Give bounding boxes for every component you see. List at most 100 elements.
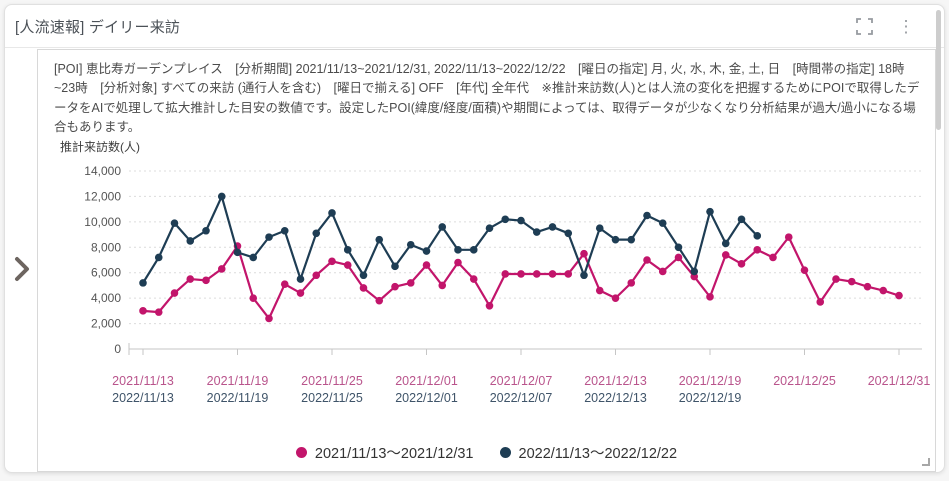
data-point [139, 307, 147, 315]
legend-dot-2022 [499, 447, 511, 458]
data-point [359, 271, 368, 280]
data-point [154, 253, 163, 262]
data-point [706, 293, 714, 301]
header-actions: ⋮ [854, 16, 934, 36]
data-point [611, 294, 620, 302]
svg-text:2021/12/01: 2021/12/01 [395, 374, 458, 388]
data-point [627, 279, 636, 287]
y-axis-tick-labels: 0 2,000 4,000 6,000 8,000 10,000 12,000 14,000 [84, 164, 121, 356]
svg-text:2022/11/13: 2022/11/13 [112, 391, 174, 405]
data-point [595, 224, 604, 233]
chart-legend: 2021/11/13〜2021/12/31 2022/11/13〜2022/12… [38, 442, 935, 463]
data-point [690, 267, 699, 276]
data-point [265, 314, 273, 323]
data-point [139, 279, 147, 287]
data-point [879, 286, 888, 295]
data-point [800, 266, 809, 274]
data-point [706, 207, 714, 216]
page-title: [人流速報] デイリー来訪 [15, 18, 181, 36]
svg-text:10,000: 10,000 [84, 215, 121, 229]
data-point [233, 248, 242, 257]
legend-item-2022[interactable]: 2022/11/13〜2022/12/22 [499, 442, 678, 463]
data-point [627, 235, 636, 244]
data-point [359, 284, 368, 292]
vertical-scrollbar[interactable] [936, 10, 941, 130]
data-point [202, 226, 210, 235]
more-options-button[interactable]: ⋮ [896, 16, 916, 36]
data-point [580, 271, 588, 280]
data-point [784, 233, 793, 241]
data-point [454, 246, 462, 254]
fullscreen-button[interactable] [854, 16, 874, 36]
svg-text:2021/12/13: 2021/12/13 [584, 374, 647, 388]
y-axis-title: 推計来訪数(人) [60, 140, 140, 154]
svg-text:14,000: 14,000 [84, 164, 121, 178]
chart-card: [POI] 恵比寿ガーデンプレイス [分析期間] 2021/11/13~2021… [37, 49, 936, 472]
data-point [312, 229, 321, 238]
svg-text:8,000: 8,000 [91, 240, 121, 254]
data-point [658, 267, 667, 276]
data-point [721, 239, 730, 248]
data-point [548, 270, 557, 278]
data-point [895, 291, 903, 300]
data-point [847, 277, 856, 286]
svg-text:2021/12/19: 2021/12/19 [679, 374, 742, 388]
resize-handle-icon[interactable] [922, 458, 930, 466]
data-point [674, 253, 683, 262]
data-point [501, 270, 510, 278]
data-point [375, 296, 384, 305]
data-point [532, 228, 541, 236]
data-point [296, 289, 305, 297]
chevron-right-icon [15, 257, 29, 281]
fullscreen-icon [855, 17, 873, 35]
x-axis [128, 343, 922, 355]
data-point [658, 219, 667, 227]
data-point [249, 253, 258, 262]
data-point [832, 275, 840, 283]
data-point [611, 235, 620, 244]
data-point [422, 247, 431, 255]
data-point [753, 246, 762, 254]
svg-text:2021/11/19: 2021/11/19 [207, 374, 269, 388]
data-point [454, 258, 462, 267]
data-point [564, 229, 573, 238]
svg-text:2022/11/19: 2022/11/19 [207, 391, 269, 405]
series-2022 [139, 192, 762, 287]
data-point [753, 232, 762, 240]
legend-item-2021[interactable]: 2021/11/13〜2021/12/31 [295, 442, 474, 463]
data-point [643, 256, 651, 264]
data-point [217, 265, 226, 273]
kebab-menu-icon: ⋮ [897, 16, 915, 36]
legend-dot-2021 [295, 447, 307, 458]
data-point [485, 301, 494, 310]
data-point [391, 282, 399, 291]
data-point [469, 275, 478, 283]
data-point [186, 237, 195, 245]
data-point [737, 260, 746, 268]
data-point [312, 271, 321, 280]
daily-visits-line-chart[interactable]: 0 2,000 4,000 6,000 8,000 10,000 12,000 14,000 2… [38, 50, 935, 440]
data-point [517, 216, 525, 225]
data-point [469, 246, 478, 254]
data-point [170, 289, 179, 297]
data-point [375, 235, 384, 244]
legend-label-2021: 2021/11/13〜2021/12/31 [314, 446, 474, 462]
data-point [769, 253, 777, 262]
data-point [343, 246, 352, 254]
data-point [406, 240, 415, 249]
data-point [280, 226, 289, 235]
data-point [422, 261, 431, 269]
data-point [548, 223, 557, 231]
legend-label-2022: 2022/11/13〜2022/12/22 [518, 446, 678, 462]
data-point [154, 308, 163, 316]
svg-text:2022/12/13: 2022/12/13 [584, 391, 647, 405]
data-point [532, 270, 541, 278]
svg-text:2021/11/13: 2021/11/13 [112, 374, 174, 388]
panel-expand-toggle[interactable] [9, 251, 35, 287]
data-point [391, 262, 399, 271]
svg-text:0: 0 [114, 342, 121, 356]
data-point [328, 257, 336, 266]
svg-text:2022/12/01: 2022/12/01 [395, 391, 458, 405]
data-point [737, 215, 746, 224]
data-point [170, 219, 179, 227]
